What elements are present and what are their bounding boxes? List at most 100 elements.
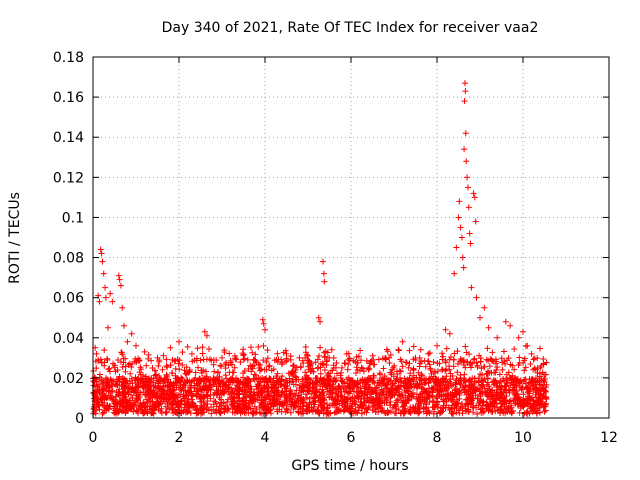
data-point xyxy=(365,404,372,411)
data-point xyxy=(122,368,129,375)
data-point xyxy=(524,410,531,417)
data-point xyxy=(99,410,106,417)
data-point xyxy=(479,389,486,396)
data-point xyxy=(387,408,394,415)
data-point xyxy=(490,358,497,365)
data-point xyxy=(406,347,413,354)
data-point xyxy=(120,382,127,389)
data-point xyxy=(122,410,129,417)
data-point xyxy=(283,406,290,413)
data-point xyxy=(163,409,170,416)
data-point xyxy=(274,370,281,377)
data-point xyxy=(503,382,510,389)
data-point xyxy=(497,409,504,416)
data-point xyxy=(529,409,536,416)
data-point xyxy=(481,385,488,392)
data-point xyxy=(118,349,125,356)
data-point xyxy=(300,399,307,406)
data-point xyxy=(364,397,371,404)
data-point xyxy=(240,370,247,377)
data-point xyxy=(450,363,457,370)
data-point xyxy=(386,359,393,366)
data-point xyxy=(288,371,295,378)
data-point xyxy=(257,361,264,368)
data-point xyxy=(311,401,318,408)
data-point xyxy=(147,395,154,402)
data-point xyxy=(201,386,208,393)
data-point xyxy=(152,372,159,379)
data-point xyxy=(307,380,314,387)
data-point xyxy=(288,378,295,385)
data-point xyxy=(522,364,529,371)
data-point xyxy=(375,356,382,363)
data-point xyxy=(520,398,527,405)
data-point xyxy=(264,379,271,386)
data-point xyxy=(316,352,323,359)
data-point xyxy=(537,345,544,352)
data-point xyxy=(134,381,141,388)
data-point xyxy=(260,342,267,349)
data-point xyxy=(454,389,461,396)
data-point xyxy=(90,382,97,389)
data-point xyxy=(237,359,244,366)
data-point xyxy=(379,355,386,362)
data-point xyxy=(469,395,476,402)
data-point xyxy=(537,364,544,371)
data-point xyxy=(468,382,475,389)
data-point xyxy=(155,400,162,407)
data-point xyxy=(344,394,351,401)
data-point xyxy=(320,404,327,411)
x-tick-label: 12 xyxy=(600,430,618,446)
data-point xyxy=(458,401,465,408)
data-point xyxy=(189,404,196,411)
data-point xyxy=(274,358,281,365)
x-tick-label: 2 xyxy=(175,430,184,446)
data-point xyxy=(525,388,532,395)
data-point xyxy=(304,379,311,386)
data-point xyxy=(463,349,470,356)
data-point xyxy=(405,364,412,371)
data-point xyxy=(132,387,139,394)
data-point xyxy=(107,290,114,297)
data-point xyxy=(329,367,336,374)
data-point xyxy=(463,158,470,165)
data-point xyxy=(94,398,101,405)
data-point xyxy=(93,365,100,372)
data-point xyxy=(302,343,309,350)
data-point xyxy=(536,370,543,377)
data-point xyxy=(339,400,346,407)
data-point xyxy=(408,394,415,401)
data-point xyxy=(543,394,550,401)
data-point xyxy=(349,377,356,384)
data-point xyxy=(216,403,223,410)
data-point xyxy=(374,379,381,386)
data-point xyxy=(464,359,471,366)
data-point xyxy=(401,375,408,382)
data-point xyxy=(283,397,290,404)
data-point xyxy=(541,371,548,378)
data-point xyxy=(305,352,311,359)
data-point xyxy=(466,230,473,237)
data-point xyxy=(380,389,387,396)
data-point xyxy=(442,358,449,365)
data-point xyxy=(298,389,305,396)
data-point xyxy=(203,406,210,413)
data-point xyxy=(457,224,464,231)
data-point xyxy=(471,381,478,388)
grid-lines xyxy=(93,57,609,418)
data-point xyxy=(312,359,319,366)
data-point xyxy=(280,402,287,409)
data-point xyxy=(415,399,422,406)
data-point xyxy=(104,376,111,383)
data-point xyxy=(198,369,205,376)
data-point xyxy=(440,396,447,403)
data-point xyxy=(322,348,329,355)
data-point xyxy=(405,390,412,397)
data-point xyxy=(542,383,549,390)
data-point xyxy=(296,403,303,410)
data-point xyxy=(428,384,435,391)
data-point xyxy=(242,390,249,397)
data-point xyxy=(273,381,280,388)
data-point xyxy=(461,377,468,384)
